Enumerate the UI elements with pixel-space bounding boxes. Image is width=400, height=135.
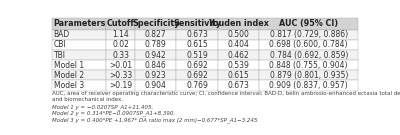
Text: 0.698 (0.600, 0.784): 0.698 (0.600, 0.784) — [270, 40, 348, 49]
Bar — [52, 50, 106, 60]
Bar — [135, 80, 176, 91]
Bar — [218, 50, 259, 60]
Bar — [218, 60, 259, 70]
Bar — [106, 18, 135, 30]
Text: 0.33: 0.33 — [112, 50, 129, 60]
Text: 0.462: 0.462 — [228, 50, 249, 60]
Text: 0.848 (0.755, 0.904): 0.848 (0.755, 0.904) — [270, 61, 348, 70]
Text: 0.942: 0.942 — [145, 50, 167, 60]
Text: 0.404: 0.404 — [228, 40, 249, 49]
Bar — [259, 80, 358, 91]
Bar — [218, 80, 259, 91]
Bar — [218, 18, 259, 30]
Bar — [259, 30, 358, 40]
Bar — [135, 18, 176, 30]
Text: 0.615: 0.615 — [228, 71, 249, 80]
Text: Model 1 y = −0.0207SP_A1+11.405.: Model 1 y = −0.0207SP_A1+11.405. — [52, 104, 154, 110]
Text: Parameters: Parameters — [54, 19, 106, 28]
Bar — [135, 70, 176, 80]
Text: Cutoff: Cutoff — [107, 19, 134, 28]
Text: Sensitivity: Sensitivity — [173, 19, 221, 28]
Bar — [52, 80, 106, 91]
Text: >0.01: >0.01 — [109, 61, 132, 70]
Text: 0.673: 0.673 — [186, 30, 208, 39]
Text: 0.784 (0.692, 0.859): 0.784 (0.692, 0.859) — [270, 50, 348, 60]
Bar — [176, 60, 218, 70]
Text: BAD: BAD — [54, 30, 70, 39]
Bar — [176, 18, 218, 30]
Bar — [259, 60, 358, 70]
Bar — [106, 40, 135, 50]
Text: 0.692: 0.692 — [186, 71, 208, 80]
Bar — [52, 70, 106, 80]
Bar — [259, 50, 358, 60]
Text: 0.769: 0.769 — [186, 81, 208, 90]
Text: 0.539: 0.539 — [228, 61, 249, 70]
Text: 0.817 (0.729, 0.886): 0.817 (0.729, 0.886) — [270, 30, 348, 39]
Text: 0.500: 0.500 — [228, 30, 249, 39]
Bar — [218, 70, 259, 80]
Text: 0.789: 0.789 — [145, 40, 167, 49]
Text: >0.19: >0.19 — [109, 81, 132, 90]
Text: Specificity: Specificity — [132, 19, 180, 28]
Text: 0.692: 0.692 — [186, 61, 208, 70]
Bar — [259, 18, 358, 30]
Text: 0.02: 0.02 — [112, 40, 129, 49]
Text: 0.904: 0.904 — [145, 81, 167, 90]
Text: 1.14: 1.14 — [112, 30, 129, 39]
Text: 0.519: 0.519 — [186, 50, 208, 60]
Bar — [135, 40, 176, 50]
Bar — [176, 80, 218, 91]
Text: and biomechanical index.: and biomechanical index. — [52, 97, 124, 102]
Text: Model 3 y = 0.400*PE +1.967* DA ratio max (2 mm)−0.677*SP_A1−3.245.: Model 3 y = 0.400*PE +1.967* DA ratio ma… — [52, 117, 260, 122]
Bar — [259, 40, 358, 50]
Text: 0.909 (0.837, 0.957): 0.909 (0.837, 0.957) — [270, 81, 348, 90]
Bar — [106, 70, 135, 80]
Bar — [52, 18, 106, 30]
Bar — [135, 50, 176, 60]
Bar — [135, 30, 176, 40]
Text: 0.673: 0.673 — [228, 81, 249, 90]
Bar — [218, 30, 259, 40]
Bar — [106, 80, 135, 91]
Text: Model 1: Model 1 — [54, 61, 84, 70]
Bar — [52, 30, 106, 40]
Bar — [106, 50, 135, 60]
Bar — [176, 70, 218, 80]
Bar — [176, 30, 218, 40]
Text: 0.846: 0.846 — [145, 61, 167, 70]
Text: 0.879 (0.801, 0.935): 0.879 (0.801, 0.935) — [270, 71, 348, 80]
Bar — [52, 60, 106, 70]
Bar — [106, 60, 135, 70]
Text: Youden index: Youden index — [208, 19, 269, 28]
Text: 0.615: 0.615 — [186, 40, 208, 49]
Bar — [176, 40, 218, 50]
Text: >0.33: >0.33 — [109, 71, 132, 80]
Bar — [52, 40, 106, 50]
Text: 0.827: 0.827 — [145, 30, 166, 39]
Text: Model 2: Model 2 — [54, 71, 84, 80]
Text: Model 3: Model 3 — [54, 81, 84, 90]
Text: CBI: CBI — [54, 40, 66, 49]
Text: TBI: TBI — [54, 50, 66, 60]
Bar — [218, 40, 259, 50]
Bar — [259, 70, 358, 80]
Bar — [176, 50, 218, 60]
Text: 0.923: 0.923 — [145, 71, 167, 80]
Text: Model 2 y = 0.314*PE−0.0907SP_A1+8.390.: Model 2 y = 0.314*PE−0.0907SP_A1+8.390. — [52, 110, 176, 116]
Text: AUC, area of receiver operating characteristic curve; CI, confidence interval; B: AUC, area of receiver operating characte… — [52, 91, 400, 96]
Text: AUC (95% CI): AUC (95% CI) — [279, 19, 338, 28]
Bar — [135, 60, 176, 70]
Bar — [106, 30, 135, 40]
